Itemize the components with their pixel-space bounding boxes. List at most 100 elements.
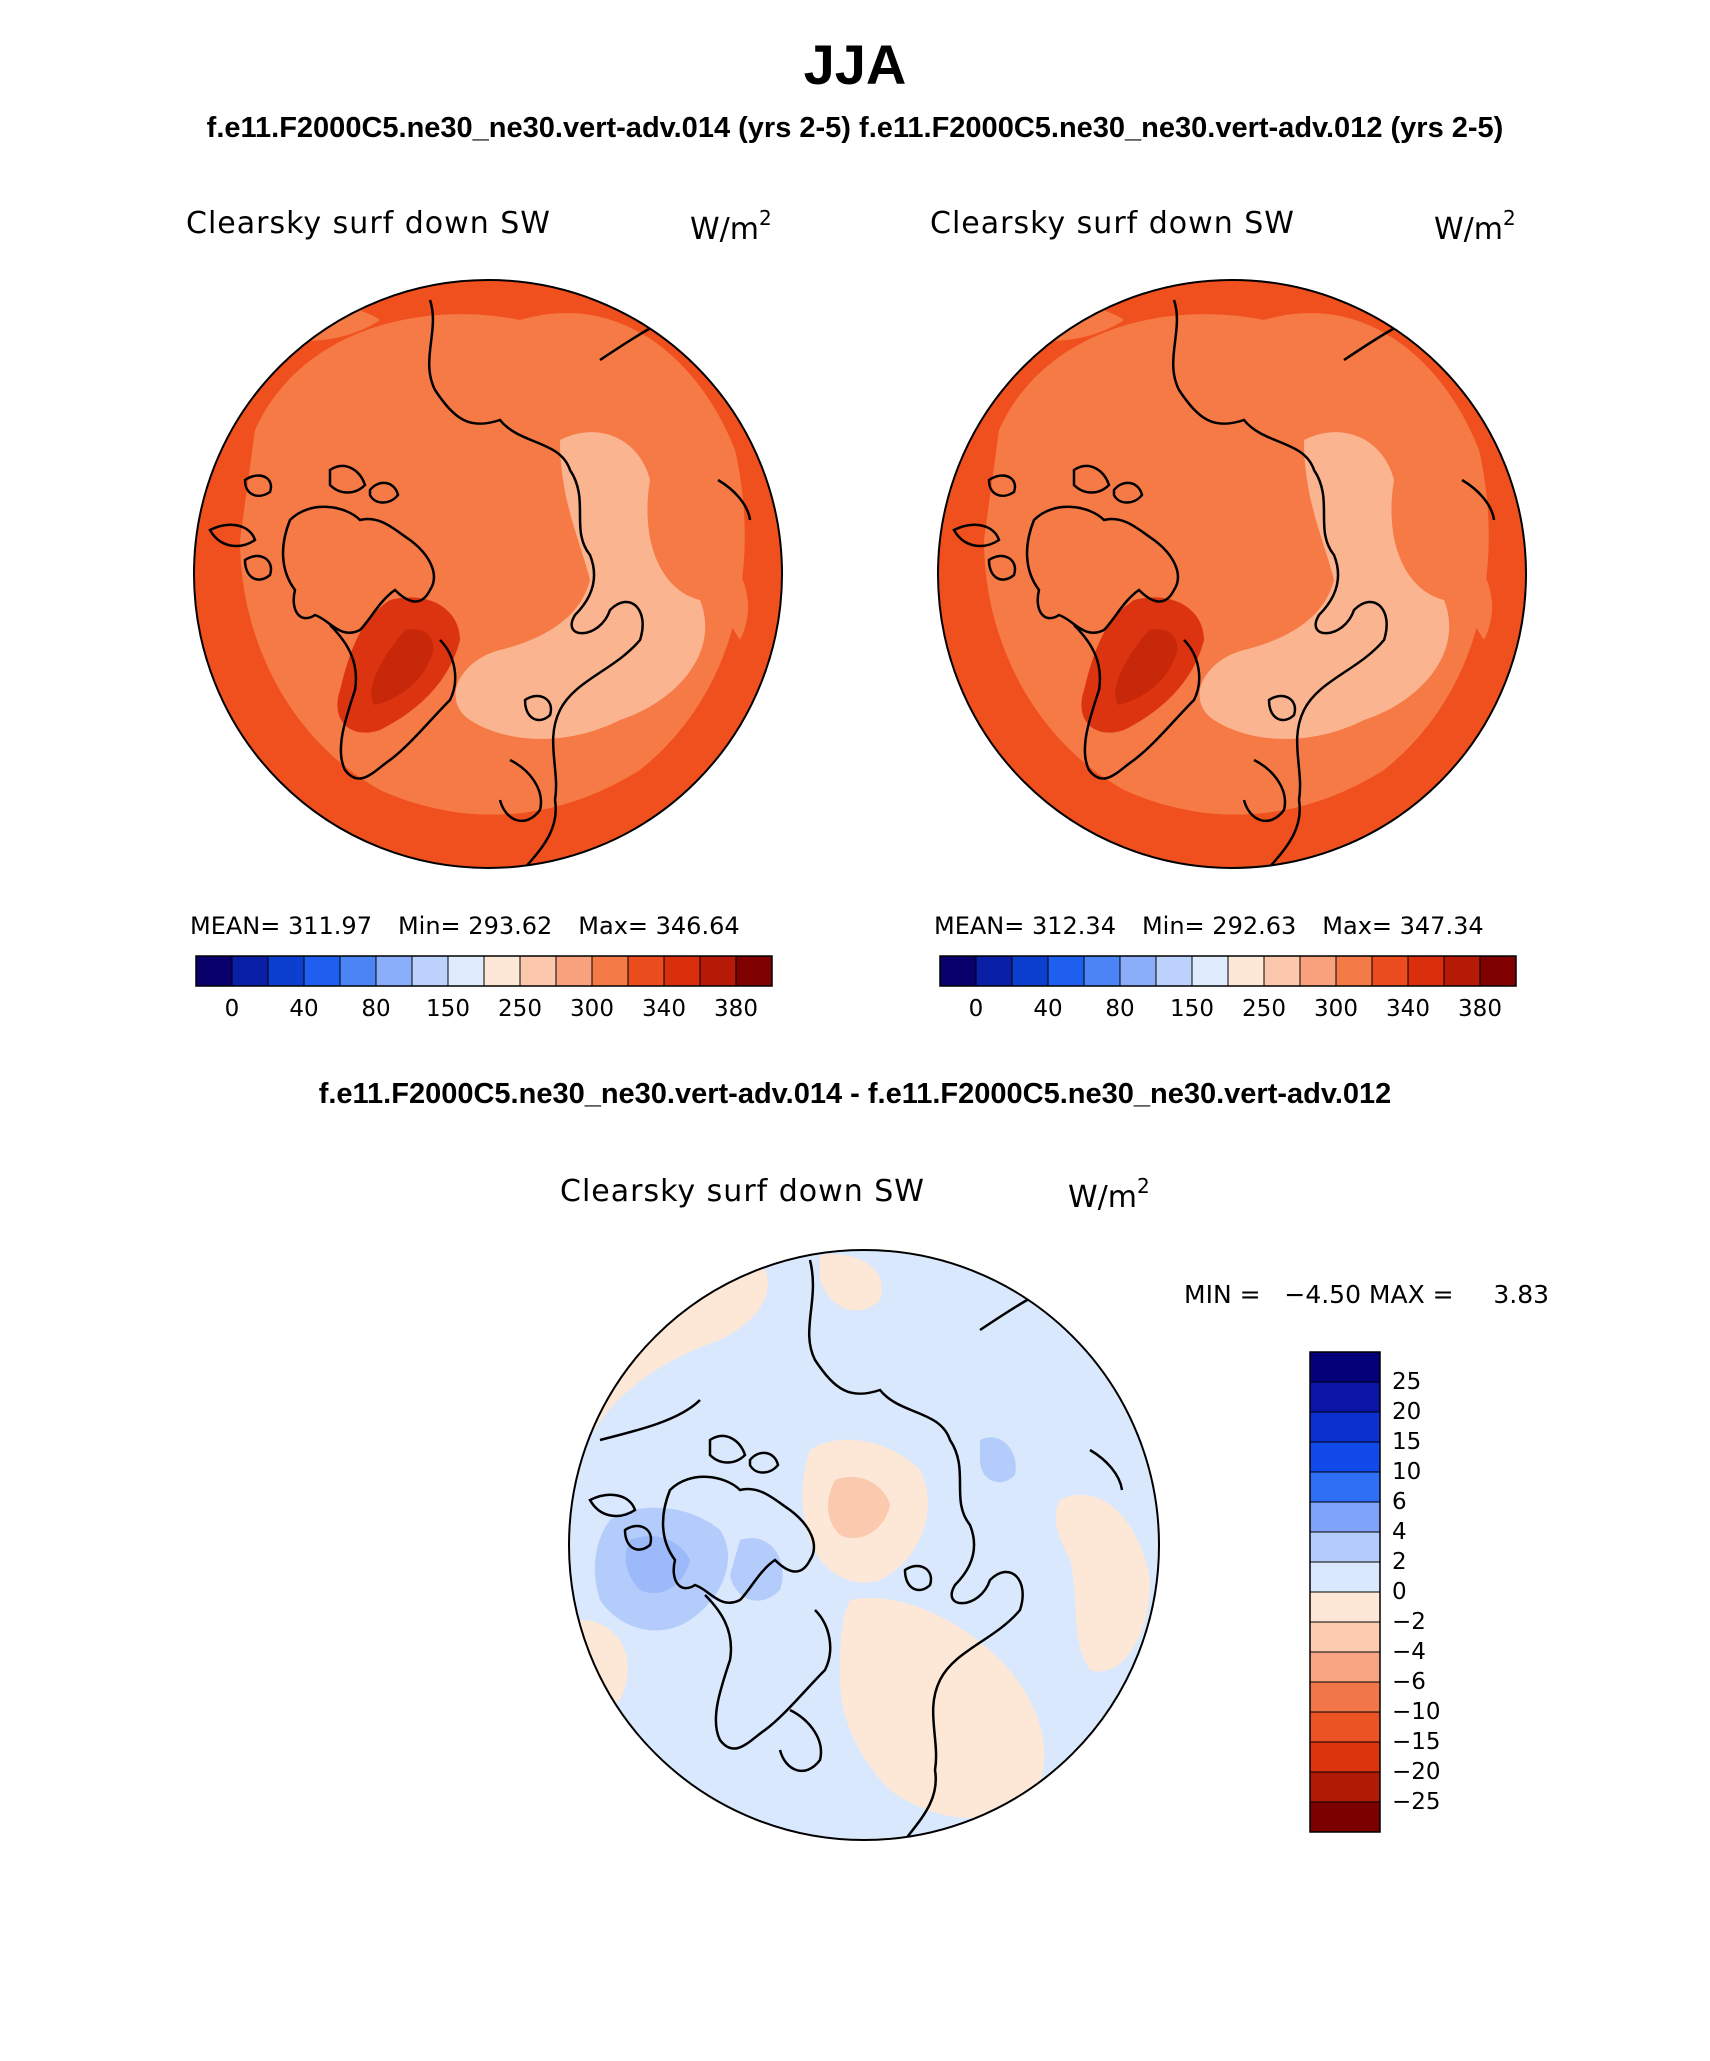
mid-band (240, 312, 745, 815)
colorbar-swatch (939, 955, 977, 987)
colorbar-swatch (375, 955, 413, 987)
colorbar-swatch (1309, 1381, 1381, 1413)
left-panel-stats: MEAN= 311.97 Min= 293.62 Max= 346.64 (190, 912, 740, 940)
colorbar-tick-label: −20 (1392, 1759, 1441, 1785)
colorbar-tick-label: 380 (1458, 996, 1502, 1022)
colorbar-swatch (1309, 1711, 1381, 1743)
right-panel-units: W/m2 (1434, 206, 1516, 247)
colorbar-swatch (303, 955, 341, 987)
colorbar-swatch (1299, 955, 1337, 987)
light-region (455, 432, 706, 739)
colorbar-swatch (1309, 1411, 1381, 1443)
right-panel-variable: Clearsky surf down SW (930, 206, 1295, 241)
colorbar-swatch (1443, 955, 1481, 987)
case-labels-row: f.e11.F2000C5.ne30_ne30.vert-adv.014 (yr… (0, 112, 1710, 145)
colorbar-tick-label: 0 (224, 996, 240, 1022)
colorbar-swatch (1309, 1471, 1381, 1503)
colorbar-tick-label: 20 (1392, 1399, 1422, 1425)
colorbar-tick-label: 300 (570, 996, 614, 1022)
right-panel-stats: MEAN= 312.34 Min= 292.63 Max= 347.34 (934, 912, 1484, 940)
colorbar-swatch (231, 955, 269, 987)
colorbar-swatch (1479, 955, 1517, 987)
left-colorbar (195, 955, 773, 987)
colorbar-tick-label: 340 (642, 996, 686, 1022)
colorbar-swatch (1309, 1591, 1381, 1623)
colorbar-swatch (1011, 955, 1049, 987)
colorbar-swatch (339, 955, 377, 987)
colorbar-swatch (1309, 1561, 1381, 1593)
colorbar-tick-label: 40 (289, 996, 319, 1022)
colorbar-swatch (1309, 1741, 1381, 1773)
colorbar-swatch (663, 955, 701, 987)
colorbar-swatch (735, 955, 773, 987)
colorbar-swatch (1309, 1621, 1381, 1653)
right-colorbar (939, 955, 1517, 987)
colorbar-swatch (1309, 1681, 1381, 1713)
colorbar-frame (1309, 1351, 1381, 1833)
colorbar-tick-label: 6 (1392, 1489, 1407, 1515)
colorbar-swatch (1309, 1441, 1381, 1473)
colorbar-tick-label: 4 (1392, 1519, 1407, 1545)
greenland-max (337, 597, 460, 733)
colorbar-tick-label: 250 (1242, 996, 1286, 1022)
left-min: Min= 293.62 (397, 912, 553, 940)
colorbar-swatch (1309, 1771, 1381, 1803)
colorbar-tick-label: 40 (1033, 996, 1063, 1022)
colorbar-tick-label: 0 (968, 996, 984, 1022)
colorbar-tick-label: 150 (1170, 996, 1214, 1022)
right-min: Min= 292.63 (1141, 912, 1297, 940)
case-b-label: f.e11.F2000C5.ne30_ne30.vert-adv.012 (yr… (859, 112, 1504, 144)
right-mean: MEAN= 312.34 (934, 912, 1116, 940)
colorbar-tick-label: −15 (1392, 1729, 1441, 1755)
colorbar-swatch (555, 955, 593, 987)
colorbar-tick-label: 80 (1105, 996, 1135, 1022)
difference-title: f.e11.F2000C5.ne30_ne30.vert-adv.014 - f… (318, 1078, 1392, 1110)
outer-band (194, 280, 782, 868)
colorbar-tick-label: 80 (361, 996, 391, 1022)
colorbar-swatch (1227, 955, 1265, 987)
colorbar-swatch (483, 955, 521, 987)
left-max: Max= 346.64 (578, 912, 740, 940)
colorbar-tick-label: 2 (1392, 1549, 1407, 1575)
colorbar-tick-label: −4 (1392, 1639, 1426, 1665)
colorbar-swatch (1407, 955, 1445, 987)
colorbar-swatch (195, 955, 233, 987)
colorbar-tick-label: −10 (1392, 1699, 1441, 1725)
colorbar-tick-label: 300 (1314, 996, 1358, 1022)
left-panel-units: W/m2 (690, 206, 772, 247)
colorbar-swatch (699, 955, 737, 987)
colorbar-swatch (591, 955, 629, 987)
colorbar-swatch (267, 955, 305, 987)
left-mean: MEAN= 311.97 (190, 912, 372, 940)
difference-colorbar (1309, 1351, 1381, 1833)
figure-title: JJA (803, 33, 907, 96)
colorbar-frame (939, 955, 1517, 987)
colorbar-tick-label: −6 (1392, 1669, 1426, 1695)
colorbar-swatch (975, 955, 1013, 987)
diff-panel-units: W/m2 (1068, 1174, 1150, 1215)
colorbar-swatch (411, 955, 449, 987)
colorbar-swatch (1309, 1351, 1381, 1383)
colorbar-swatch (1119, 955, 1157, 987)
colorbar-swatch (627, 955, 665, 987)
colorbar-swatch (1083, 955, 1121, 987)
colorbar-swatch (447, 955, 485, 987)
colorbar-swatch (1309, 1501, 1381, 1533)
colorbar-tick-label: 250 (498, 996, 542, 1022)
colorbar-swatch (1309, 1801, 1381, 1833)
colorbar-tick-label: 25 (1392, 1369, 1422, 1395)
colorbar-swatch (519, 955, 557, 987)
colorbar-swatch (1155, 955, 1193, 987)
colorbar-tick-label: 10 (1392, 1459, 1422, 1485)
colorbar-swatch (1335, 955, 1373, 987)
colorbar-frame (195, 955, 773, 987)
diff-panel-variable: Clearsky surf down SW (560, 1174, 925, 1209)
case-a-label: f.e11.F2000C5.ne30_ne30.vert-adv.014 (yr… (206, 112, 851, 144)
diff-minmax: MIN = −4.50 MAX = 3.83 (1184, 1280, 1550, 1309)
colorbar-swatch (1371, 955, 1409, 987)
colorbar-swatch (1309, 1531, 1381, 1563)
colorbar-tick-label: −25 (1392, 1789, 1441, 1815)
